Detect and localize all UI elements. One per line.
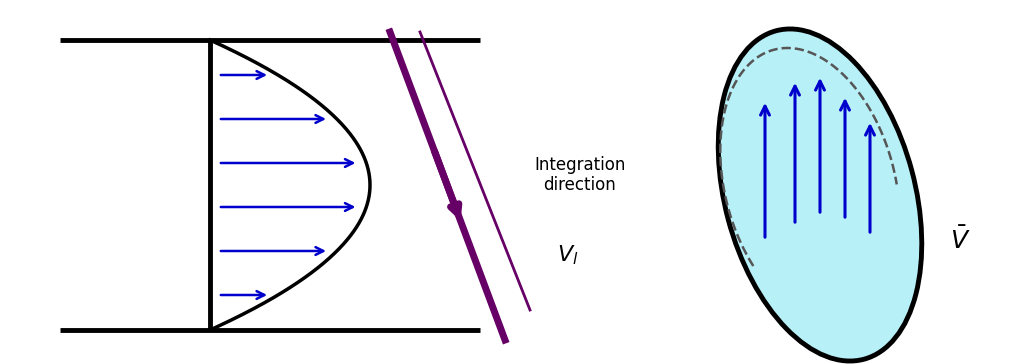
Text: $V_l$: $V_l$ [558, 243, 579, 267]
Ellipse shape [718, 29, 922, 361]
Text: Integration
direction: Integration direction [534, 155, 626, 194]
Text: $\bar{V}$: $\bar{V}$ [950, 226, 970, 253]
